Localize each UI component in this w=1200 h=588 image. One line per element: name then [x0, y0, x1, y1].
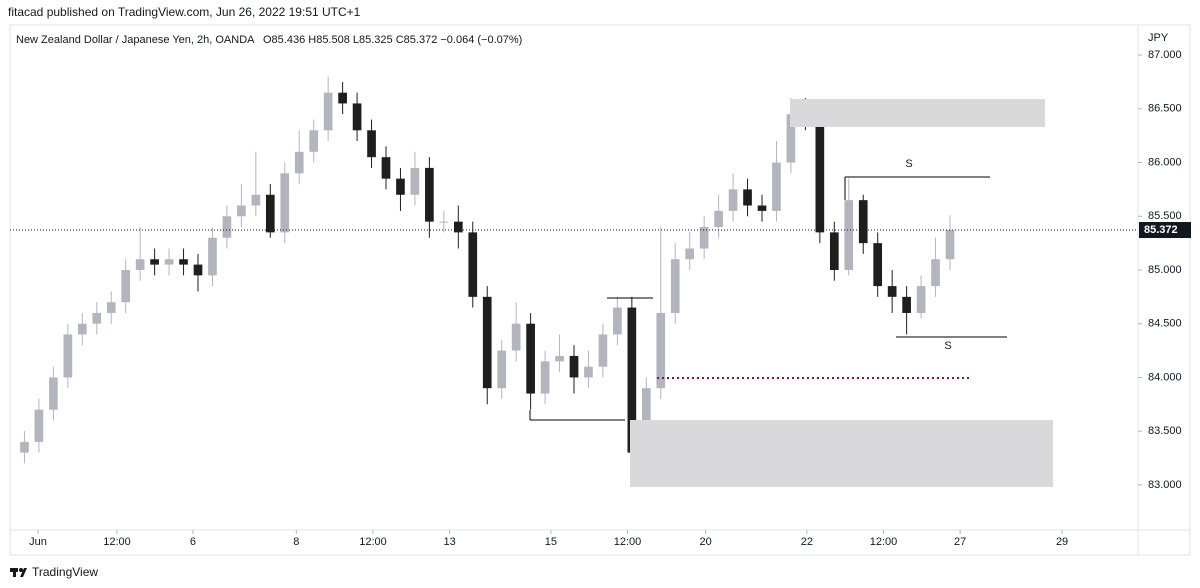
- candle-body: [613, 307, 622, 335]
- candle-body: [309, 130, 319, 152]
- supply-zone: [790, 99, 1045, 127]
- candle-body: [439, 221, 449, 223]
- y-tick-label: 86.000: [1148, 156, 1182, 168]
- y-tick-label: 83.500: [1148, 425, 1182, 437]
- candle-body: [916, 286, 926, 313]
- candle-body: [902, 296, 911, 313]
- candle-body: [931, 259, 940, 287]
- candle-body: [425, 167, 434, 222]
- y-tick-label: 85.000: [1148, 264, 1182, 276]
- candle-body: [569, 355, 579, 378]
- candle-body: [786, 114, 796, 163]
- candle-body: [77, 323, 87, 335]
- candle-body: [772, 162, 781, 211]
- candle-body: [699, 227, 709, 249]
- x-tick-label: 13: [444, 536, 456, 548]
- candle-body: [381, 157, 391, 179]
- candle-body: [887, 286, 897, 297]
- candle-body: [656, 312, 666, 389]
- candle-body: [743, 189, 752, 206]
- candle-body: [92, 312, 102, 324]
- currency-label: JPY: [1148, 32, 1169, 44]
- demand-zone: [630, 420, 1053, 487]
- candle-body: [410, 167, 420, 195]
- candle-body: [135, 259, 145, 270]
- ohlc-legend: O85.436 H85.508 L85.325 C85.372 −0.064 (…: [263, 34, 522, 46]
- candle-body: [193, 264, 203, 276]
- candle-body: [49, 377, 58, 410]
- candle-body: [20, 441, 29, 453]
- annotation-s: S: [905, 158, 912, 170]
- candle-body: [367, 130, 376, 158]
- y-tick-label: 84.000: [1148, 371, 1182, 383]
- y-tick-label: 83.000: [1148, 479, 1182, 491]
- candle-body: [179, 259, 188, 265]
- candle-body: [251, 194, 261, 206]
- chart-frame: [9, 24, 1191, 556]
- y-tick-label: 84.500: [1148, 318, 1182, 330]
- candle-body: [829, 232, 839, 270]
- candle-body: [34, 409, 44, 442]
- candle-body: [63, 334, 73, 378]
- candle-body: [150, 259, 159, 265]
- candle-body: [945, 230, 955, 260]
- candle-body: [627, 307, 637, 453]
- x-tick-label: 12:00: [103, 536, 131, 548]
- last-price-label: 85.372: [1144, 224, 1178, 236]
- candle-body: [482, 296, 492, 389]
- x-tick-label: 8: [293, 536, 299, 548]
- candle-body: [728, 189, 738, 211]
- x-tick-label: 6: [190, 536, 196, 548]
- x-tick-label: Jun: [29, 536, 47, 548]
- candle-body: [338, 92, 347, 104]
- candle-body: [323, 92, 333, 131]
- x-tick-label: 20: [699, 536, 711, 548]
- y-tick-label: 86.500: [1148, 103, 1182, 115]
- candle-body: [526, 323, 535, 394]
- candle-body: [511, 323, 521, 351]
- candle-body: [352, 103, 362, 131]
- candle-body: [497, 350, 507, 389]
- candle-body: [294, 151, 304, 174]
- candle-body: [121, 269, 131, 303]
- publish-header: fitacad published on TradingView.com, Ju…: [8, 5, 361, 19]
- x-tick-label: 27: [954, 536, 966, 548]
- chart-title: New Zealand Dollar / Japanese Yen, 2h, O…: [16, 34, 255, 46]
- candle-body: [844, 200, 854, 270]
- x-tick-label: 12:00: [870, 536, 898, 548]
- candle-body: [670, 259, 680, 313]
- candle-body: [222, 216, 232, 238]
- candle-body: [598, 334, 608, 367]
- candle-body: [584, 366, 593, 378]
- y-tick-label: 87.000: [1148, 49, 1182, 61]
- candle-body: [396, 178, 405, 195]
- candle-body: [685, 248, 695, 260]
- candle-body: [453, 221, 463, 233]
- last-price-box: [1139, 222, 1191, 239]
- x-tick-label: 15: [545, 536, 557, 548]
- candle-body: [815, 119, 825, 233]
- candle-body: [237, 205, 246, 217]
- logo: [10, 568, 27, 577]
- candle-body: [873, 243, 883, 287]
- candle-body: [164, 259, 174, 265]
- candle-body: [757, 205, 767, 211]
- y-tick-label: 85.500: [1148, 210, 1182, 222]
- candle-body: [106, 302, 116, 313]
- candle-body: [280, 173, 290, 233]
- annotation-s: S: [944, 340, 951, 352]
- footer-brand: TradingView: [32, 565, 98, 579]
- x-tick-label: 29: [1056, 536, 1068, 548]
- candle-body: [714, 210, 723, 227]
- candle-body: [555, 355, 564, 362]
- candle-body: [208, 237, 217, 276]
- candle-body: [858, 200, 868, 244]
- x-tick-label: 22: [801, 536, 813, 548]
- candle-body: [265, 194, 275, 233]
- candle-body: [540, 361, 550, 394]
- x-tick-label: 12:00: [614, 536, 642, 548]
- x-tick-label: 12:00: [359, 536, 387, 548]
- candle-body: [468, 232, 478, 297]
